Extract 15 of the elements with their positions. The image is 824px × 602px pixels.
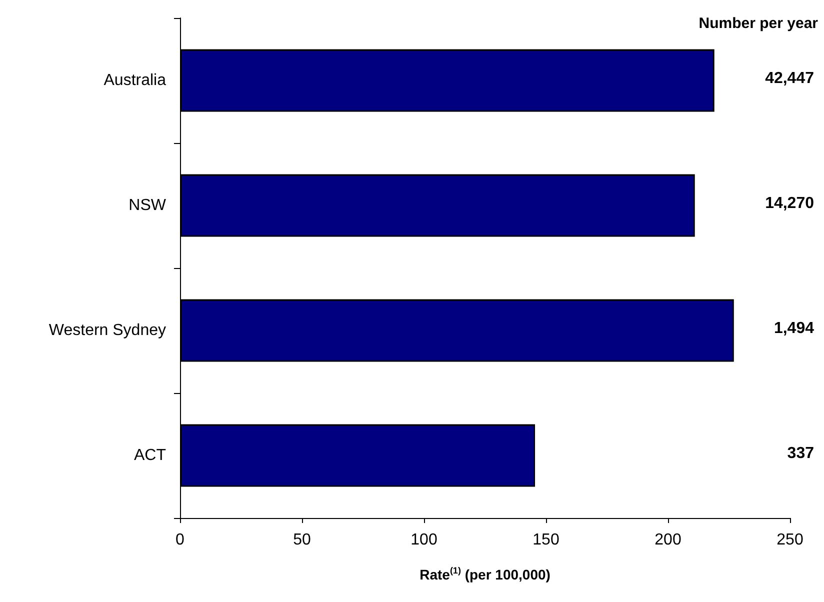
- x-tick-label: 0: [176, 532, 185, 548]
- x-tick-label: 250: [776, 532, 804, 548]
- annotation: 14,270: [765, 195, 814, 212]
- x-tick-label: 200: [654, 532, 682, 548]
- x-tick-label: 150: [532, 532, 560, 548]
- y-tick-label: ACT: [134, 447, 166, 464]
- annotation: 42,447: [765, 70, 814, 87]
- annotation: 1,494: [774, 320, 814, 337]
- y-tick-label: NSW: [128, 197, 167, 214]
- y-tick-label: Western Sydney: [48, 322, 166, 339]
- y-tick-label: Australia: [104, 72, 166, 89]
- x-tick-label: 100: [410, 532, 438, 548]
- x-tick-label: 50: [293, 532, 311, 548]
- annotation: 337: [787, 445, 814, 462]
- annotation: Number per year: [698, 15, 818, 32]
